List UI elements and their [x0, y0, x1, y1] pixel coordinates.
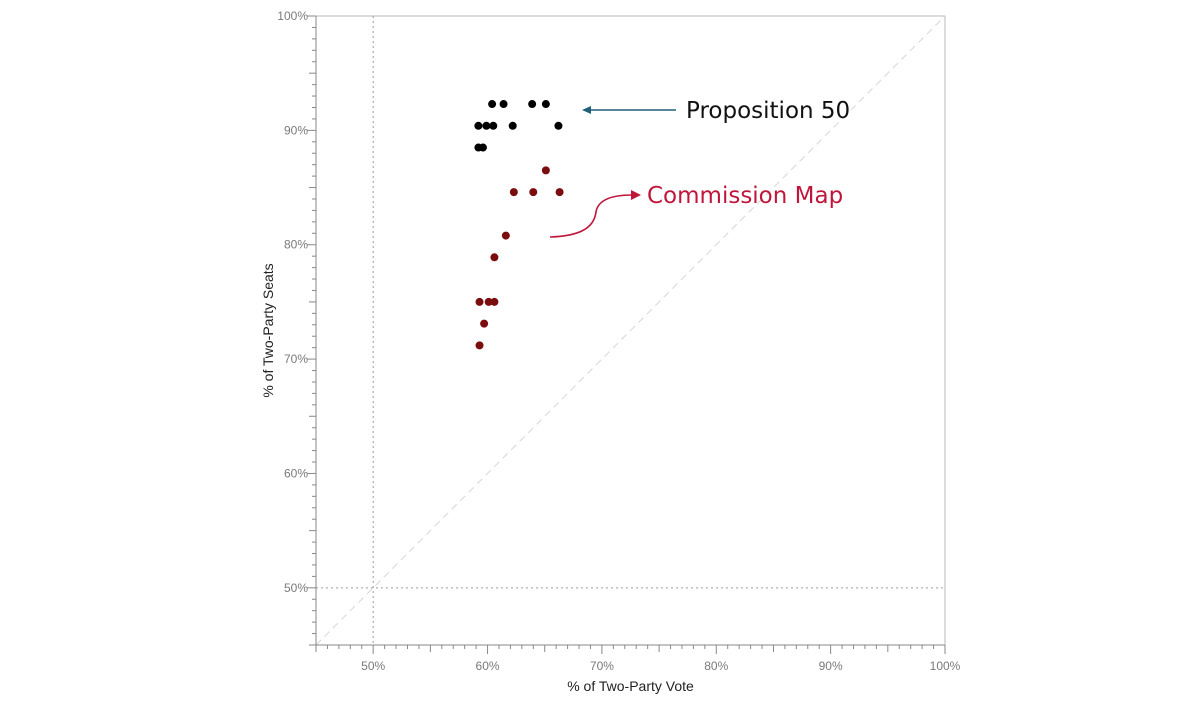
proposition-50-point: [474, 121, 483, 130]
y-tick-label: 90%: [284, 123, 308, 137]
commission-map-point: [501, 231, 510, 240]
commission-map-point: [475, 341, 484, 350]
x-tick-label: 70%: [590, 659, 614, 673]
y-tick-label: 50%: [284, 581, 308, 595]
proposition-50-point: [478, 143, 487, 152]
proposition-50-point: [489, 121, 498, 130]
commission-map-arrow: [549, 194, 633, 238]
series-commission-map: [475, 166, 564, 350]
commission-map-point: [490, 297, 499, 306]
proposition-50-label: Proposition 50: [686, 98, 850, 124]
x-tick-label: 50%: [361, 659, 385, 673]
commission-map-point: [529, 188, 538, 197]
commission-map-point: [475, 297, 484, 306]
x-tick-label: 100%: [930, 659, 961, 673]
diagonal-reference-line: [315, 15, 946, 646]
series-proposition-50: [474, 100, 563, 152]
x-tick-label: 90%: [819, 659, 843, 673]
proposition-50-point: [488, 100, 497, 109]
y-axis-title: % of Two-Party Seats: [260, 263, 276, 397]
y-tick-label: 60%: [284, 466, 308, 480]
proposition-50-point: [508, 121, 517, 130]
commission-map-point: [509, 188, 518, 197]
commission-map-label: Commission Map: [647, 183, 843, 209]
proposition-50-point: [499, 100, 508, 109]
proposition-50-point: [528, 100, 537, 109]
y-tick-label: 80%: [284, 238, 308, 252]
commission-map-arrow-head: [631, 190, 641, 200]
y-tick-label: 70%: [284, 352, 308, 366]
x-tick-label: 80%: [704, 659, 728, 673]
commission-map-point: [480, 319, 489, 328]
commission-map-point: [541, 166, 550, 175]
commission-map-point: [490, 253, 499, 262]
commission-map-point: [555, 188, 564, 197]
proposition-50-point: [541, 100, 550, 109]
proposition-50-point: [482, 121, 491, 130]
x-tick-label: 60%: [476, 659, 500, 673]
proposition-50-arrow-head: [582, 106, 591, 114]
x-axis-title: % of Two-Party Vote: [567, 678, 694, 694]
proposition-50-point: [554, 121, 563, 130]
commission-map-point: [484, 297, 493, 306]
y-tick-label: 100%: [277, 9, 308, 23]
